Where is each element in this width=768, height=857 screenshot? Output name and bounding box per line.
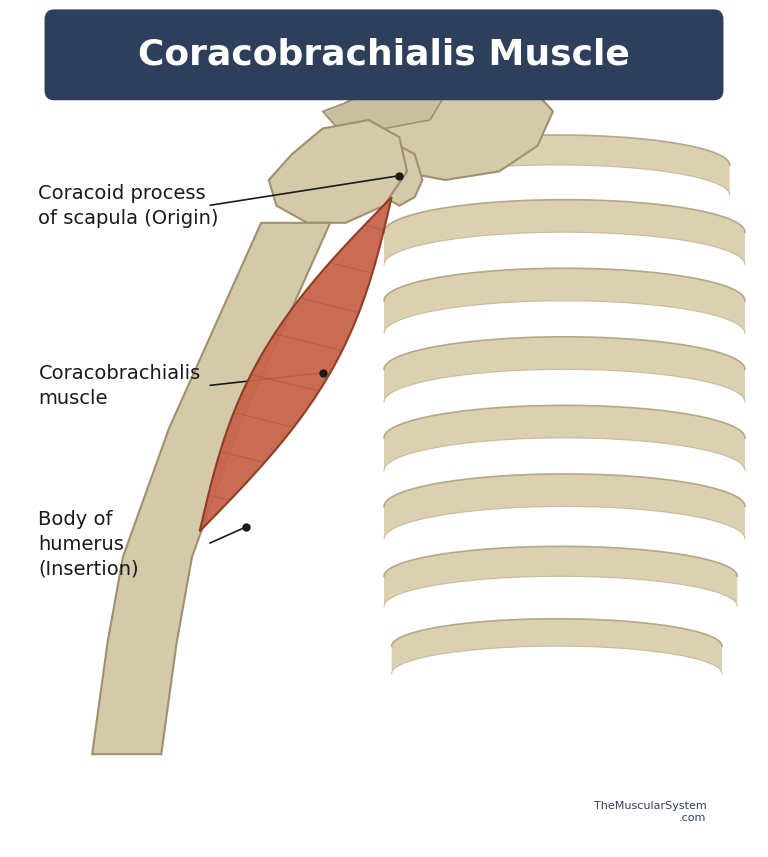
Text: TheMuscularSystem
.com: TheMuscularSystem .com — [594, 801, 707, 823]
Text: Coracobrachialis Muscle: Coracobrachialis Muscle — [138, 38, 630, 72]
Polygon shape — [323, 77, 445, 129]
Polygon shape — [200, 197, 392, 531]
Text: Body of
humerus
(Insertion): Body of humerus (Insertion) — [38, 510, 139, 578]
Text: Coracoid process
of scapula (Origin): Coracoid process of scapula (Origin) — [38, 183, 219, 228]
Polygon shape — [346, 60, 553, 180]
Polygon shape — [269, 120, 407, 223]
Polygon shape — [92, 223, 330, 754]
Text: Coracobrachialis
muscle: Coracobrachialis muscle — [38, 363, 200, 408]
Polygon shape — [376, 146, 422, 206]
FancyBboxPatch shape — [45, 9, 723, 100]
